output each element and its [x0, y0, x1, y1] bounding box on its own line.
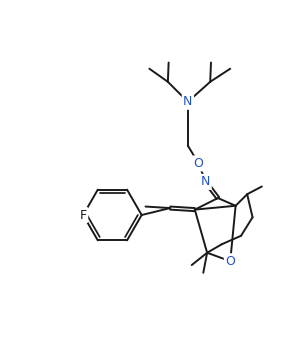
Text: O: O: [225, 255, 235, 268]
Text: O: O: [194, 157, 204, 170]
Text: N: N: [183, 95, 192, 108]
Text: F: F: [79, 208, 87, 222]
Text: N: N: [201, 175, 210, 188]
